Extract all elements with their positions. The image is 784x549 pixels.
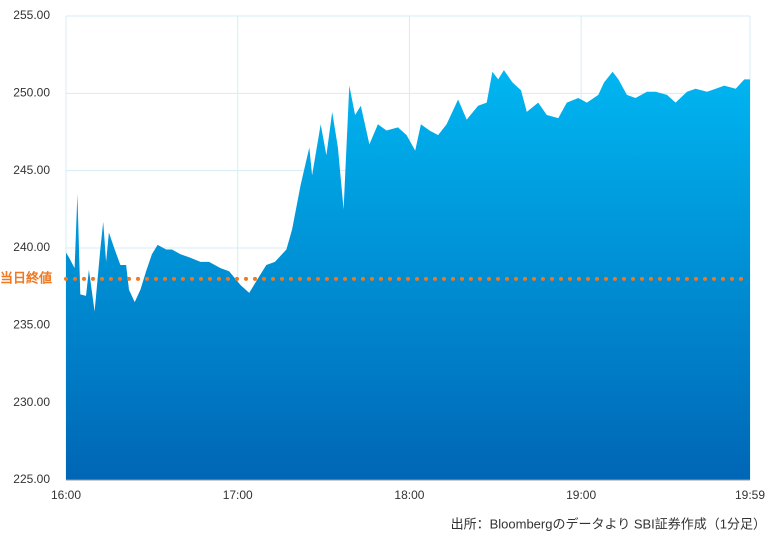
source-note: 出所：Bloombergのデータより SBI証券作成（1分足） — [451, 516, 766, 531]
y-tick-label: 225.00 — [13, 472, 50, 486]
y-tick-label: 255.00 — [13, 8, 50, 22]
y-tick-label: 240.00 — [13, 240, 50, 254]
reference-label: 当日終値 — [0, 270, 52, 285]
area — [66, 70, 750, 480]
x-tick-label: 16:00 — [51, 488, 81, 502]
y-tick-label: 230.00 — [13, 395, 50, 409]
y-tick-label: 245.00 — [13, 163, 50, 177]
x-tick-label: 19:59 — [735, 488, 765, 502]
y-tick-label: 250.00 — [13, 86, 50, 100]
x-tick-label: 18:00 — [394, 488, 424, 502]
x-tick-label: 17:00 — [223, 488, 253, 502]
y-tick-label: 235.00 — [13, 318, 50, 332]
x-tick-label: 19:00 — [566, 488, 596, 502]
